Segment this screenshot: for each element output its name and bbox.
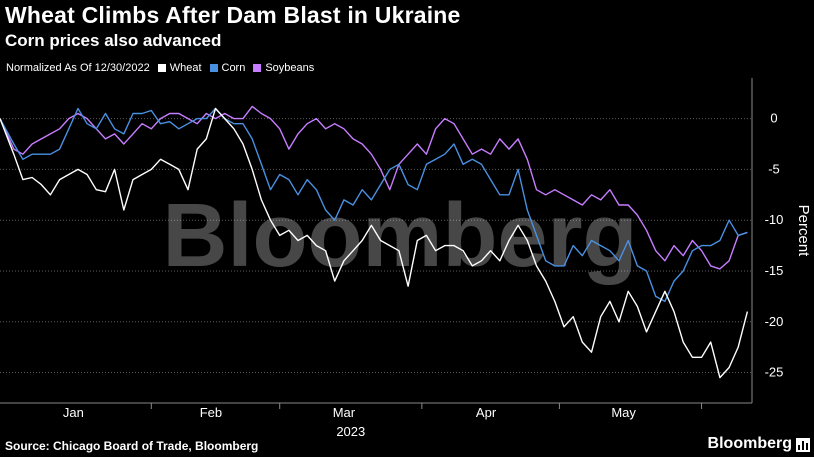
- series-line-corn: [0, 107, 748, 303]
- legend-swatch-soybeans: [253, 64, 262, 72]
- y-axis-title: Percent: [795, 205, 812, 258]
- brand-logo: Bloomberg: [707, 435, 792, 452]
- legend-swatch-corn: [209, 64, 218, 72]
- chart-legend: Normalized As Of 12/30/2022 Wheat Corn S…: [6, 62, 314, 74]
- line-chart: 0 -5 -10 -15 -20 -25 Percent Jan Feb Mar Apr May 202…: [0, 78, 812, 439]
- x-tick-label: Feb: [200, 405, 222, 420]
- chart-title: Wheat Climbs After Dam Blast in Ukraine: [5, 2, 461, 28]
- legend-swatch-wheat: [157, 64, 166, 72]
- y-tick-label: -25: [765, 365, 784, 380]
- x-year-label: 2023: [336, 424, 365, 439]
- x-tick-label: Jan: [63, 405, 84, 420]
- legend-label-soybeans: Soybeans: [265, 62, 315, 74]
- chart-subtitle: Corn prices also advanced: [5, 31, 222, 50]
- legend-label-corn: Corn: [221, 62, 246, 74]
- y-tick-label: -15: [765, 263, 784, 278]
- legend-note: Normalized As Of 12/30/2022: [6, 62, 150, 74]
- y-tick-label: -5: [768, 161, 780, 176]
- bloomberg-watermark: Bloomberg: [162, 186, 637, 286]
- y-tick-label: 0: [770, 111, 777, 126]
- series-line-soybeans: [0, 105, 748, 270]
- x-tick-label: Mar: [333, 405, 356, 420]
- source-note: Source: Chicago Board of Trade, Bloomber…: [5, 439, 259, 453]
- legend-label-wheat: Wheat: [169, 62, 202, 74]
- x-tick-label: Apr: [476, 405, 497, 420]
- bloomberg-chart-icon: [796, 438, 810, 452]
- series-line-wheat: [0, 107, 749, 379]
- y-tick-label: -10: [765, 212, 784, 227]
- y-tick-label: -20: [765, 314, 784, 329]
- x-tick-label: May: [611, 405, 636, 420]
